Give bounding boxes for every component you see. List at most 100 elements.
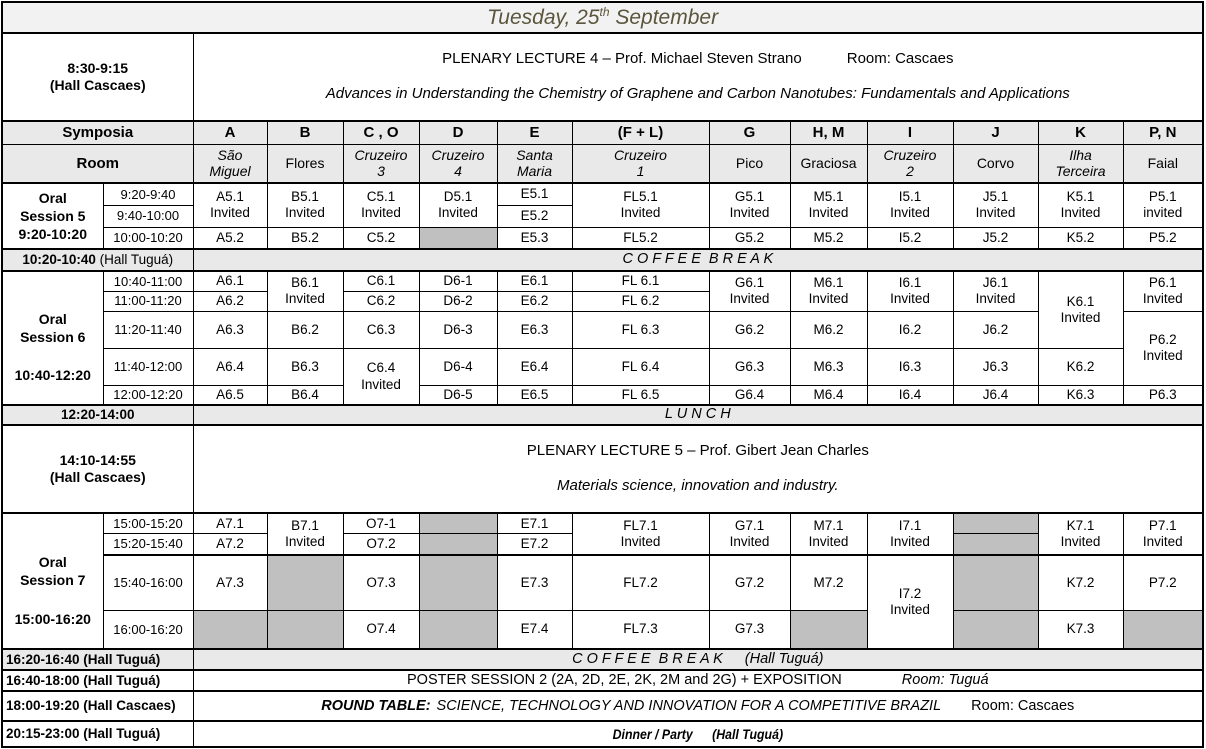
session-cell: A5.1 Invited: [192, 182, 268, 228]
session-cell: B6.3: [266, 347, 344, 386]
empty-slot: [418, 226, 498, 250]
dinner-hall: (Hall Tuguá): [712, 725, 784, 742]
room-label: Room: [1, 143, 194, 185]
dinner-row: 20:15-23:00 (Hall Tuguá) Dinner / Party (…: [1, 720, 1204, 748]
session-cell: FL 6.2: [571, 290, 710, 312]
coffee1-time-text: 10:20-10:40: [22, 251, 96, 267]
session-cell: J5.2: [952, 226, 1039, 250]
session7-range: 15:00-16:20: [14, 610, 91, 627]
time-slot: 15:40-16:00: [102, 553, 194, 611]
session-cell: I6.1 Invited: [866, 270, 954, 312]
dinner-label: Dinner / Party: [612, 725, 693, 742]
coffee-break-1-banner: C O F F E E B R E A K: [192, 248, 1204, 273]
poster-label: POSTER SESSION 2 (2A, 2D, 2E, 2K, 2M and…: [407, 672, 842, 689]
session-cell: FL 6.3: [571, 310, 710, 349]
session-cell: P6.3: [1122, 384, 1204, 406]
session-cell: C5.1 Invited: [342, 182, 420, 228]
empty-slot: [952, 609, 1039, 650]
session-cell: E6.3: [496, 310, 573, 349]
coffee-break-2-time: 16:20-16:40 (Hall Tuguá): [1, 648, 194, 672]
symposium-col-I: I: [866, 120, 954, 145]
room-santa-maria: Santa Maria: [496, 143, 573, 185]
empty-slot: [418, 533, 498, 556]
session-cell: A6.4: [192, 347, 268, 386]
session-cell: D6-5: [418, 384, 498, 406]
session-cell: FL5.1 Invited: [571, 182, 710, 228]
symposium-col-G: G: [708, 120, 791, 145]
session-cell: M6.3: [789, 347, 868, 386]
session-cell: C6.4 Invited: [342, 347, 420, 406]
coffee1-hall: (Hall Tuguá): [99, 251, 174, 267]
session-cell: D5.1 Invited: [418, 182, 498, 228]
time-slot: 10:00-10:20: [102, 226, 194, 250]
session-cell: M6.4: [789, 384, 868, 406]
empty-slot: [418, 512, 498, 535]
plenary4-heading: PLENARY LECTURE 4 – Prof. Michael Steven…: [442, 50, 802, 68]
empty-slot: [266, 609, 344, 650]
symposium-col-PN: P, N: [1122, 120, 1204, 145]
session-cell: M7.1 Invited: [789, 512, 868, 556]
session-cell: E7.3: [496, 553, 573, 611]
session-cell: O7.4: [342, 609, 420, 650]
coffee-break-2-row: 16:20-16:40 (Hall Tuguá) C O F F E E B R…: [1, 648, 1204, 672]
poster-session: POSTER SESSION 2 (2A, 2D, 2E, 2K, 2M and…: [192, 669, 1204, 693]
dinner-banner: Dinner / Party (Hall Tuguá): [613, 726, 783, 743]
session-cell: I6.3: [866, 347, 954, 386]
session-cell: G6.2: [708, 310, 791, 349]
time-slot: 11:40-12:00: [102, 347, 194, 386]
lunch-label: L U N C H: [664, 406, 731, 423]
session-cell: E5.1: [496, 182, 573, 206]
session-cell: K7.2: [1037, 553, 1124, 611]
plenary5-row: 14:10-14:55 (Hall Cascaes) PLENARY LECTU…: [1, 424, 1204, 514]
dinner-time: 20:15-23:00 (Hall Tuguá): [1, 720, 194, 748]
time-slot: 12:00-12:20: [102, 384, 194, 406]
session7-name: Oral Session 7: [20, 553, 86, 588]
symposium-col-A: A: [192, 120, 268, 145]
session7-row2: 15:20-15:40 A7.2 O7.2 E7.2: [2, 533, 1203, 556]
session-cell: E6.2: [496, 290, 573, 312]
session-cell: FL7.3: [571, 609, 710, 650]
session-cell: K6.1 Invited: [1037, 270, 1124, 349]
empty-slot: [952, 553, 1039, 611]
session6-range: 10:40-12:20: [14, 367, 91, 384]
session-cell: A7.3: [192, 553, 268, 611]
session-cell: FL 6.1: [571, 270, 710, 292]
session-cell: P5.2: [1122, 226, 1204, 250]
session-cell: G7.3: [708, 609, 791, 650]
time-slot: 15:20-15:40: [102, 533, 194, 556]
session-cell: G7.1 Invited: [708, 512, 791, 556]
dinner-party: Dinner / Party (Hall Tuguá): [192, 720, 1204, 748]
plenary4-subtitle: Advances in Understanding the Chemistry …: [325, 85, 1070, 103]
session-cell: A7.2: [192, 533, 268, 556]
coffee-break-2-banner: C O F F E E B R E A K (Hall Tuguá): [192, 648, 1204, 672]
poster-session-row: 16:40-18:00 (Hall Tuguá) POSTER SESSION …: [1, 669, 1204, 693]
session-cell: P6.1 Invited: [1122, 270, 1204, 312]
session-cell: B6.1 Invited: [266, 270, 344, 312]
session-cell: K6.2: [1037, 347, 1124, 386]
session-cell: A6.2: [192, 290, 268, 312]
session-cell: FL 6.5: [571, 384, 710, 406]
session7-row4: 16:00-16:20 O7.4 E7.4 FL7.3 G7.3 K7.3: [2, 609, 1204, 650]
session7-row1: Oral Session 7 15:00-16:20 15:00-15:20 A7…: [1, 512, 1204, 650]
session-cell: K5.2: [1037, 226, 1124, 250]
time-slot: 10:40-11:00: [102, 270, 194, 292]
round-table-label: SCIENCE, TECHNOLOGY AND INNOVATION FOR A…: [436, 697, 942, 714]
session-cell: I7.2 Invited: [866, 553, 954, 650]
room-flores: Flores: [266, 143, 344, 185]
session-cell: C6.3: [342, 310, 420, 349]
session-cell: FL7.1 Invited: [571, 512, 710, 556]
empty-slot: [192, 609, 268, 650]
session-cell: I7.1 Invited: [866, 512, 954, 556]
round-table: ROUND TABLE: SCIENCE, TECHNOLOGY AND INNO…: [192, 690, 1204, 723]
session-cell: A5.2: [192, 226, 268, 250]
session-cell: G6.1 Invited: [708, 270, 791, 312]
symposium-col-HM: H, M: [789, 120, 868, 145]
session-cell: FL 6.4: [571, 347, 710, 386]
coffee2-label: C O F F E E B R E A K: [572, 651, 723, 668]
symposium-col-K: K: [1037, 120, 1124, 145]
plenary4-row: 8:30-9:15 (Hall Cascaes) PLENARY LECTURE…: [1, 32, 1204, 123]
coffee2-hall: (Hall Tuguá): [744, 651, 824, 668]
empty-slot: [952, 533, 1039, 556]
session-cell: B7.1 Invited: [266, 512, 344, 556]
